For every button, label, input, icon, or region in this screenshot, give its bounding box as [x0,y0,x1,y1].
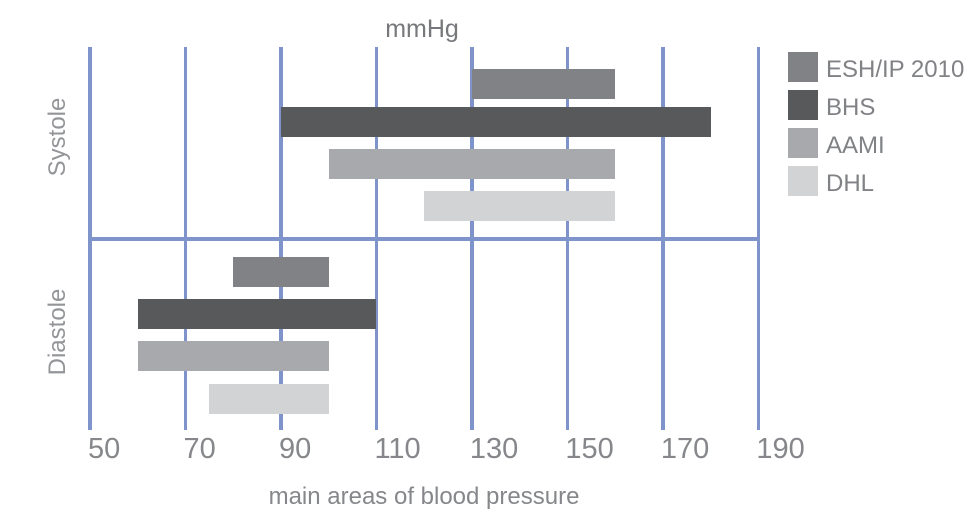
bar-systole-esh-ip-2010 [471,69,616,99]
legend-swatch-dhl [788,166,818,196]
x-tick-label-170: 170 [660,433,710,465]
legend-label-bhs: BHS [826,94,876,121]
x-tick-label-110: 110 [374,433,421,465]
x-axis-title: main areas of blood pressure [268,483,580,510]
x-tick-label-190: 190 [756,433,805,465]
bar-systole-aami [328,149,616,179]
section-divider-line [88,237,760,241]
chart-title: mmHg [385,15,459,43]
x-tick-label-90: 90 [278,433,312,465]
bar-systole-bhs [280,107,711,137]
bar-systole-dhl [424,191,616,221]
x-tick-label-70: 70 [183,433,216,465]
bar-diastole-bhs [137,299,377,329]
legend-swatch-bhs [788,90,818,120]
legend-label-esh-ip-2010: ESH/IP 2010 [826,56,965,83]
bar-diastole-aami [137,341,329,371]
legend-label-dhl: DHL [826,170,875,197]
x-tick-label-150: 150 [565,433,614,465]
legend-label-aami: AAMI [826,132,885,159]
legend-swatch-esh-ip-2010 [788,52,818,82]
x-tick-label-50: 50 [88,433,121,465]
bar-diastole-dhl [209,384,329,414]
legend-swatch-aami [788,128,818,158]
x-tick-label-130: 130 [469,433,519,465]
bar-diastole-esh-ip-2010 [233,257,329,287]
